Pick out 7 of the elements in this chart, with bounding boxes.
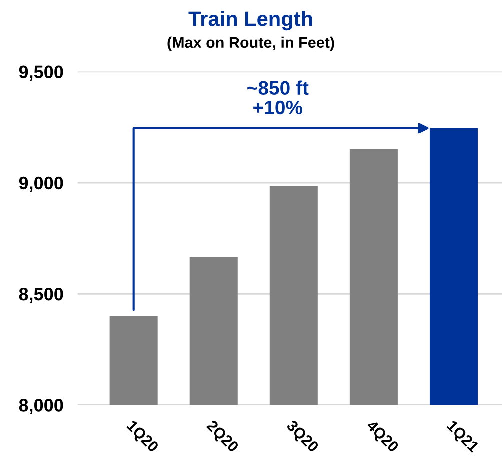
y-tick-label: 9,500 bbox=[19, 66, 64, 82]
chart-subtitle: (Max on Route, in Feet) bbox=[168, 36, 334, 52]
annotation: ~850 ft +10% bbox=[248, 80, 309, 115]
chart-title: Train Length bbox=[188, 11, 312, 31]
y-tick-label: 9,000 bbox=[19, 176, 64, 192]
y-tick-label: 8,500 bbox=[19, 288, 64, 304]
y-tick-label: 8,000 bbox=[19, 399, 64, 414]
